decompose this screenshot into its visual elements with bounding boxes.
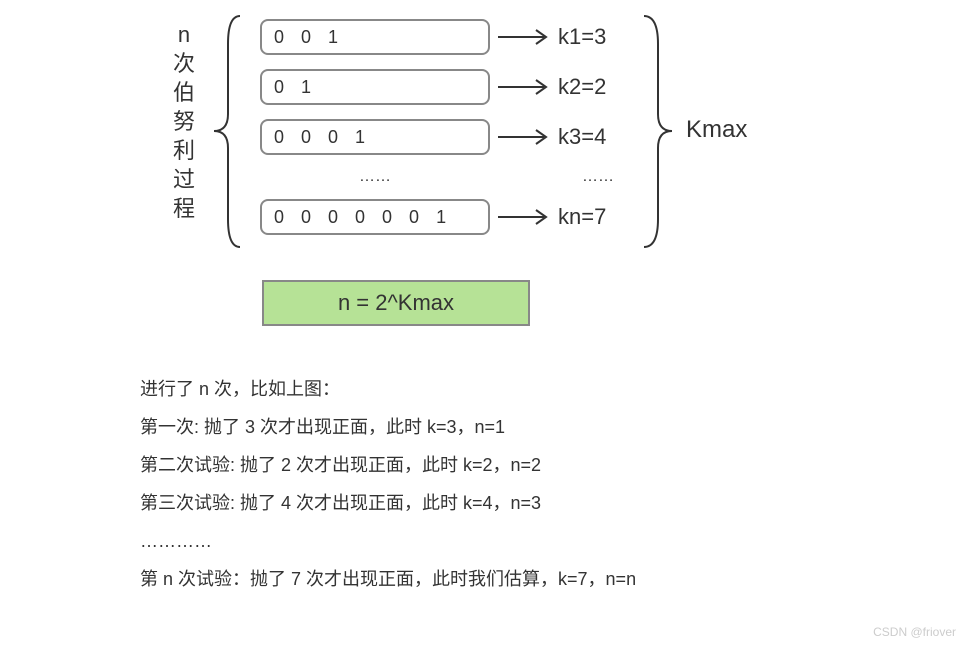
left-brace-icon [210, 14, 244, 249]
arrow-icon [490, 199, 558, 235]
desc-line-4: 第三次试验: 抛了 4 次才出现正面，此时 k=4，n=3 [140, 484, 636, 522]
k-label-2: k2=2 [558, 74, 638, 100]
desc-line-1: 进行了 n 次，比如上图： [140, 370, 636, 408]
arrow-icon [490, 69, 558, 105]
ellipsis-k: …… [558, 168, 638, 186]
trial-row-2: 0 1 k2=2 [260, 62, 638, 112]
trial-row-n: 0 0 0 0 0 0 1 kn=7 [260, 192, 638, 242]
k-label-1: k1=3 [558, 24, 638, 50]
k-label-n: kn=7 [558, 204, 638, 230]
k-label-3: k3=4 [558, 124, 638, 150]
left-vertical-label: n 次伯努利过程 [170, 20, 198, 223]
binary-box-n: 0 0 0 0 0 0 1 [260, 199, 490, 235]
arrow-icon [490, 19, 558, 55]
trial-row-3: 0 0 0 1 k3=4 [260, 112, 638, 162]
kmax-label: Kmax [686, 116, 747, 144]
right-brace-icon [640, 14, 676, 249]
desc-line-6: 第 n 次试验：抛了 7 次才出现正面，此时我们估算，k=7，n=n [140, 560, 636, 598]
watermark-text: CSDN @friover [873, 625, 956, 639]
trial-row-1: 0 0 1 k1=3 [260, 12, 638, 62]
description-block: 进行了 n 次，比如上图： 第一次: 抛了 3 次才出现正面，此时 k=3，n=… [140, 370, 636, 598]
ellipsis-row: …… …… [260, 162, 638, 192]
desc-line-3: 第二次试验: 抛了 2 次才出现正面，此时 k=2，n=2 [140, 446, 636, 484]
desc-line-2: 第一次: 抛了 3 次才出现正面，此时 k=3，n=1 [140, 408, 636, 446]
ellipsis-box: …… [260, 168, 490, 186]
rows-container: 0 0 1 k1=3 0 1 k2=2 0 0 0 1 k3=4 …… …… [260, 12, 638, 242]
formula-box: n = 2^Kmax [262, 280, 530, 326]
binary-box-3: 0 0 0 1 [260, 119, 490, 155]
binary-box-1: 0 0 1 [260, 19, 490, 55]
binary-box-2: 0 1 [260, 69, 490, 105]
diagram-area: n 次伯努利过程 0 0 1 k1=3 0 1 k2=2 0 0 0 1 k3=… [0, 0, 968, 350]
desc-line-5: ………… [140, 522, 636, 560]
arrow-icon [490, 119, 558, 155]
